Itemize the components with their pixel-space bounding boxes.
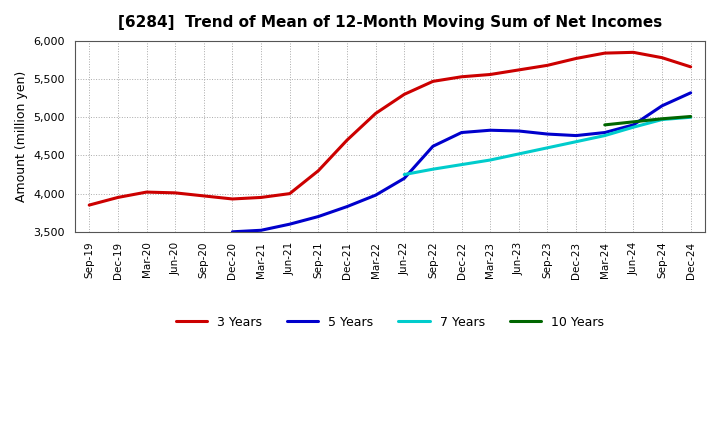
5 Years: [428, 143, 437, 149]
7 Years: [486, 158, 495, 163]
3 Years: [314, 168, 323, 173]
3 Years: [343, 138, 351, 143]
7 Years: [600, 133, 609, 138]
3 Years: [543, 62, 552, 68]
7 Years: [686, 114, 695, 120]
7 Years: [657, 117, 666, 122]
5 Years: [486, 128, 495, 133]
Y-axis label: Amount (million yen): Amount (million yen): [15, 71, 28, 202]
5 Years: [515, 128, 523, 134]
5 Years: [629, 122, 638, 128]
3 Years: [686, 64, 695, 70]
3 Years: [142, 190, 150, 195]
7 Years: [400, 172, 408, 177]
3 Years: [171, 190, 179, 195]
7 Years: [515, 151, 523, 157]
5 Years: [600, 130, 609, 135]
Line: 3 Years: 3 Years: [89, 52, 690, 205]
5 Years: [572, 133, 580, 138]
3 Years: [228, 196, 237, 202]
3 Years: [629, 50, 638, 55]
3 Years: [372, 111, 380, 116]
5 Years: [457, 130, 466, 135]
7 Years: [457, 162, 466, 167]
Line: 5 Years: 5 Years: [233, 93, 690, 232]
5 Years: [686, 90, 695, 95]
7 Years: [428, 167, 437, 172]
5 Years: [314, 214, 323, 219]
10 Years: [629, 119, 638, 125]
10 Years: [600, 122, 609, 128]
3 Years: [428, 79, 437, 84]
3 Years: [486, 72, 495, 77]
Legend: 3 Years, 5 Years, 7 Years, 10 Years: 3 Years, 5 Years, 7 Years, 10 Years: [171, 311, 609, 334]
Line: 7 Years: 7 Years: [404, 117, 690, 175]
Title: [6284]  Trend of Mean of 12-Month Moving Sum of Net Incomes: [6284] Trend of Mean of 12-Month Moving …: [118, 15, 662, 30]
3 Years: [85, 202, 94, 208]
7 Years: [572, 139, 580, 144]
10 Years: [657, 116, 666, 121]
5 Years: [343, 204, 351, 209]
3 Years: [657, 55, 666, 60]
3 Years: [515, 67, 523, 73]
5 Years: [372, 193, 380, 198]
3 Years: [400, 92, 408, 97]
3 Years: [199, 193, 208, 198]
5 Years: [400, 176, 408, 181]
5 Years: [228, 229, 237, 235]
5 Years: [285, 221, 294, 227]
5 Years: [257, 227, 266, 233]
3 Years: [572, 56, 580, 61]
3 Years: [457, 74, 466, 80]
3 Years: [600, 51, 609, 56]
10 Years: [686, 114, 695, 119]
5 Years: [657, 103, 666, 108]
7 Years: [629, 125, 638, 130]
7 Years: [543, 145, 552, 150]
5 Years: [543, 132, 552, 137]
3 Years: [285, 191, 294, 196]
Line: 10 Years: 10 Years: [605, 117, 690, 125]
3 Years: [114, 195, 122, 200]
3 Years: [257, 195, 266, 200]
